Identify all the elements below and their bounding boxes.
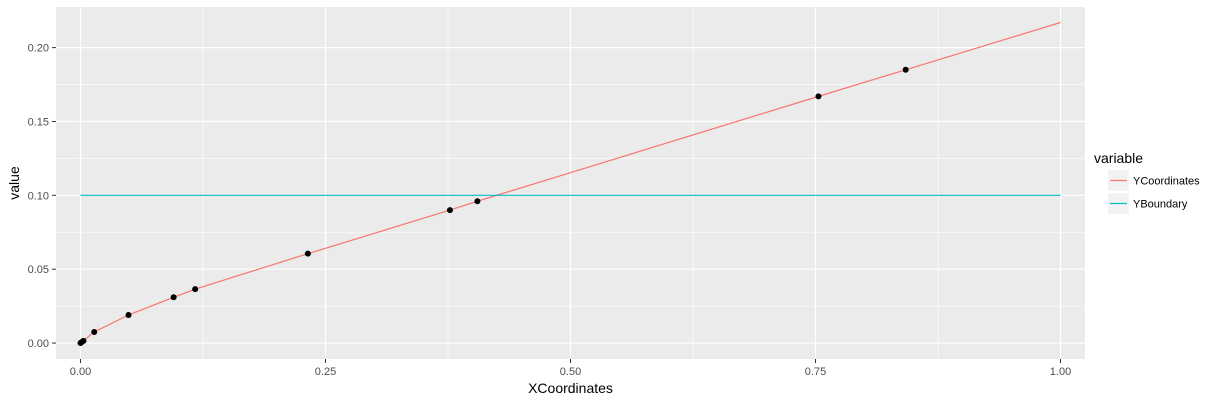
x-tick-label: 0.75: [805, 366, 826, 378]
y-axis-title: value: [6, 166, 22, 200]
y-tick-label: 0.05: [28, 264, 49, 276]
legend-label-ycoordinates: YCoordinates: [1133, 176, 1200, 188]
data-point: [192, 286, 199, 293]
y-tick-label: 0.20: [28, 43, 49, 55]
legend: variable YCoordinates YBoundary: [1094, 150, 1200, 214]
y-axis: 0.00 0.05 0.10 0.15 0.20: [28, 43, 56, 350]
data-point: [446, 207, 453, 214]
y-tick-label: 0.00: [28, 338, 49, 350]
x-tick-label: 0.50: [560, 366, 581, 378]
data-point: [125, 311, 132, 318]
x-axis-title: XCoordinates: [528, 380, 613, 396]
data-point: [902, 66, 909, 73]
x-tick-label: 0.00: [70, 366, 91, 378]
data-point: [474, 198, 481, 205]
data-point: [80, 337, 87, 344]
x-tick-label: 0.25: [315, 366, 336, 378]
data-point: [170, 294, 177, 301]
data-point: [304, 250, 311, 257]
x-axis: 0.00 0.25 0.50 0.75 1.00: [70, 359, 1071, 378]
data-point: [91, 328, 98, 335]
y-tick-label: 0.15: [28, 116, 49, 128]
x-tick-label: 1.00: [1050, 366, 1071, 378]
legend-title: variable: [1094, 150, 1143, 166]
y-tick-label: 0.10: [28, 190, 49, 202]
data-point: [815, 93, 822, 100]
legend-label-yboundary: YBoundary: [1133, 199, 1188, 211]
data-points: [77, 66, 909, 347]
